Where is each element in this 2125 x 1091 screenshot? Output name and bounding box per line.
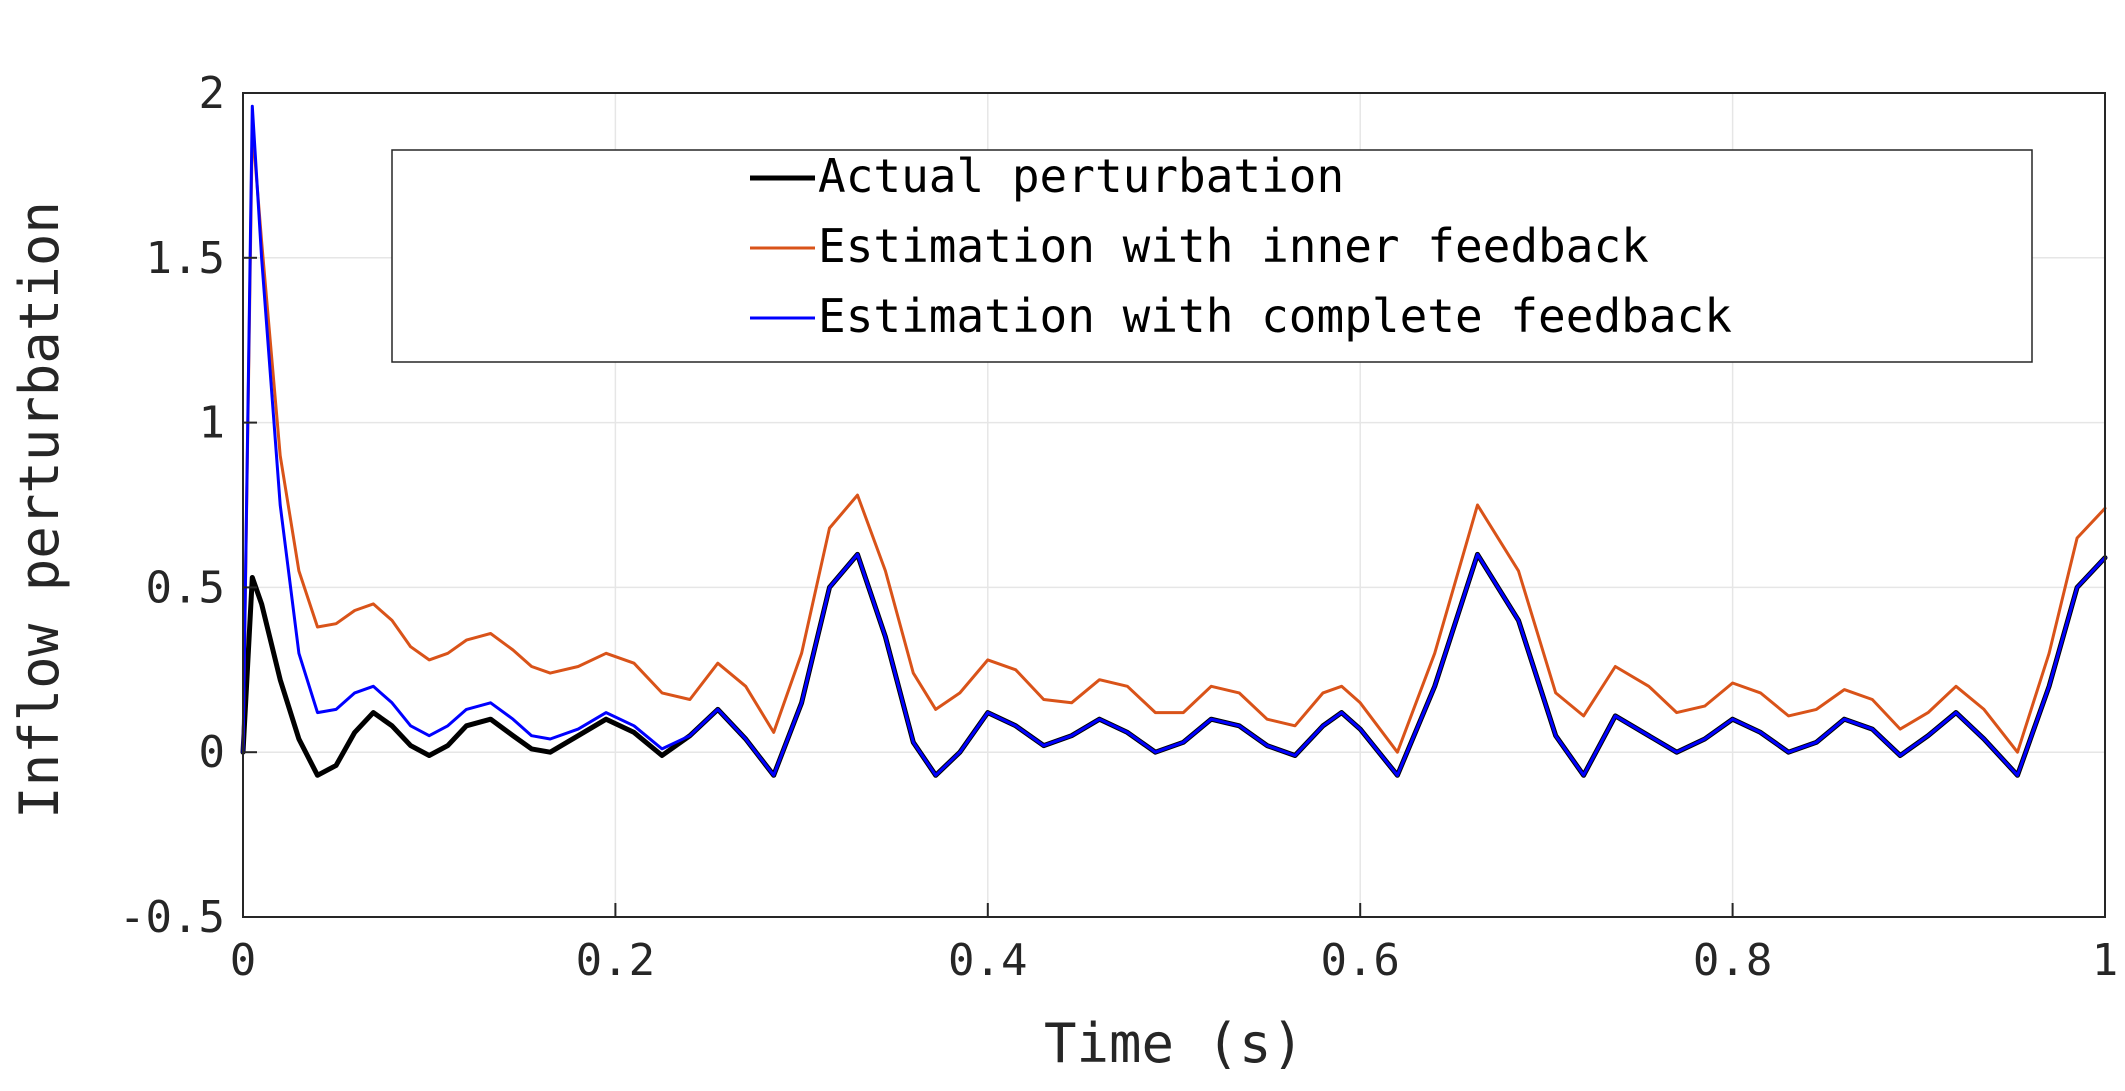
y-tick-label: 1 — [199, 398, 226, 449]
series-lines — [240, 104, 2108, 778]
y-tick-label: 2 — [199, 68, 226, 119]
legend-label: Estimation with inner feedback — [818, 219, 1649, 273]
axis-ticks: 0 0.2 0.4 0.6 0.8 1-0.500.511.52 — [119, 68, 2118, 986]
legend-label: Actual perturbation — [818, 149, 1344, 203]
x-tick-label: 0.6 — [1320, 935, 1399, 986]
x-tick-label: 0.8 — [1693, 935, 1772, 986]
series-line-3 — [241, 104, 2107, 777]
legend: Actual perturbation Estimation with inner… — [391, 149, 2033, 363]
y-tick-label: 0.5 — [146, 562, 225, 613]
plot-area-frame — [242, 92, 2106, 918]
legend-box — [391, 149, 2033, 363]
y-tick-label: 1.5 — [146, 233, 225, 284]
x-tick-label: 1 — [2092, 935, 2119, 986]
x-axis-label: Time (s) — [1044, 1012, 1304, 1075]
x-tick-label: 0 — [230, 935, 257, 986]
x-tick-label: 0.4 — [948, 935, 1027, 986]
x-tick-label: 0.2 — [576, 935, 655, 986]
legend-label: Estimation with complete feedback — [818, 289, 1732, 343]
y-axis-label: Inflow perturbation — [8, 201, 71, 819]
y-tick-label: -0.5 — [119, 892, 225, 943]
series-line-2 — [241, 124, 2107, 754]
legend-items: Actual perturbation Estimation with inner… — [750, 149, 1732, 343]
y-tick-label: 0 — [199, 727, 226, 778]
